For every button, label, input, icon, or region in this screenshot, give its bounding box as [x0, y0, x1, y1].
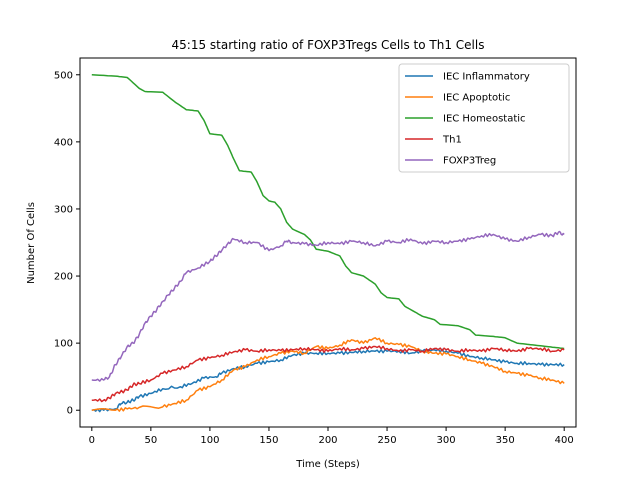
legend-entry: IEC Apoptotic: [443, 93, 510, 104]
legend: IEC Inflammatory IEC Apoptotic IEC Homeost…: [398, 63, 570, 173]
x-tick-label: 300: [437, 435, 456, 446]
y-tick-label: 300: [54, 204, 73, 215]
y-tick-label: 0: [67, 406, 73, 417]
legend-entry: FOXP3Treg: [443, 156, 496, 167]
series-line-iec-inflammatory: [91, 348, 565, 413]
series-line-foxp3treg: [91, 230, 565, 382]
x-tick-label: 100: [200, 435, 219, 446]
series-line-th1: [91, 345, 565, 403]
legend-entry: IEC Inflammatory: [443, 72, 530, 83]
y-tick-label: 200: [54, 272, 73, 283]
x-tick-label: 0: [89, 435, 95, 446]
x-tick-label: 150: [259, 435, 278, 446]
series-line-iec-apoptotic: [91, 337, 565, 412]
x-tick-label: 400: [555, 435, 574, 446]
chart-title: 45:15 starting ratio of FOXP3Tregs Cells…: [172, 38, 485, 52]
legend-entry: Th1: [442, 135, 462, 146]
y-tick-label: 400: [54, 137, 73, 148]
legend-box: [398, 63, 570, 173]
x-tick-label: 200: [318, 435, 337, 446]
x-axis-label: Time (Steps): [295, 459, 360, 470]
x-tick-label: 350: [496, 435, 515, 446]
legend-entry: IEC Homeostatic: [443, 114, 526, 125]
x-tick-label: 250: [378, 435, 397, 446]
y-tick-label: 100: [54, 339, 73, 350]
x-tick-label: 50: [144, 435, 157, 446]
y-axis-label: Number Of Cells: [26, 202, 37, 284]
y-tick-label: 500: [54, 70, 73, 81]
